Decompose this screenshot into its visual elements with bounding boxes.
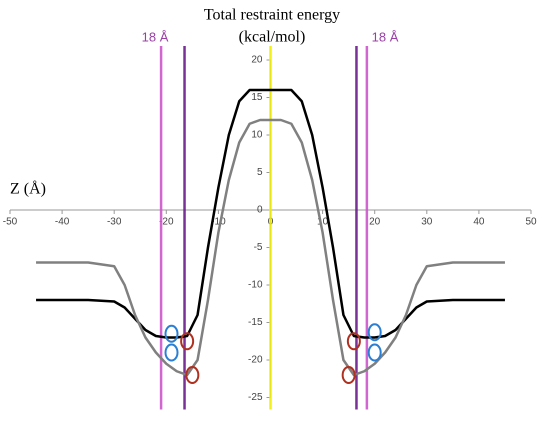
y-tick-label: -20 [248,355,263,366]
x-tick-label: -10 [211,217,226,228]
x-tick-label: 20 [369,217,381,228]
x-tick-label: 50 [525,217,537,228]
x-tick-label: -40 [55,217,70,228]
circle-marker [185,366,200,384]
circle-marker [180,332,195,351]
circle-marker [367,323,382,342]
circle-marker [346,332,361,351]
x-tick-label: -20 [159,217,174,228]
x-tick-label: 30 [421,217,433,228]
curve [36,118,505,377]
circle-marker [164,324,179,343]
circle-marker [341,366,356,384]
y-tick-label: 0 [257,205,263,216]
chart-title: Total restraint energy [204,7,340,24]
y-tick-label: 20 [251,55,263,66]
curve [36,88,505,339]
x-tick-label: 40 [473,217,485,228]
y-tick-label: 5 [257,167,263,178]
y-tick-label: -5 [254,242,263,253]
annotation: 18 Å [372,29,399,44]
x-tick-label: -30 [107,217,122,228]
circle-marker [367,343,382,362]
chart-subtitle: (kcal/mol) [239,29,306,46]
x-axis-label: Z (Å) [10,180,46,198]
y-tick-label: 10 [251,130,263,141]
y-tick-label: -25 [248,392,263,403]
y-tick-label: 15 [251,92,263,103]
x-tick-label: -50 [3,217,18,228]
y-tick-label: -10 [248,280,263,291]
circle-marker [164,343,179,362]
x-tick-label: 10 [317,217,329,228]
y-tick-label: -15 [248,317,263,328]
annotation: 18 Å [142,29,169,44]
